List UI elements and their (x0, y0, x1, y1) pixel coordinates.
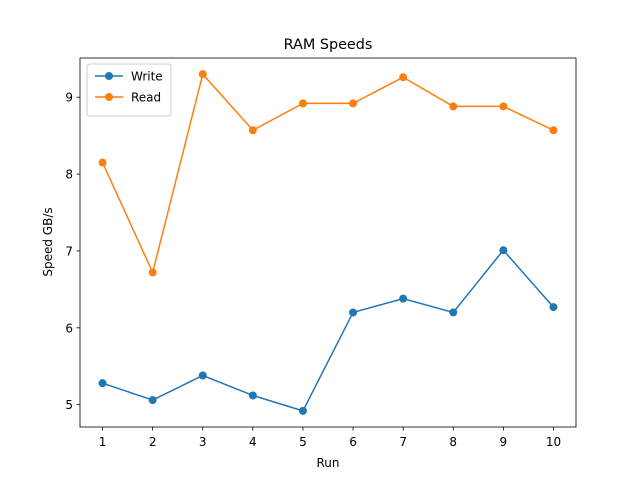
chart-title: RAM Speeds (284, 37, 373, 53)
data-point-read (349, 99, 358, 108)
data-point-write (399, 294, 408, 303)
data-point-write (349, 308, 358, 317)
y-tick-label: 7 (65, 244, 73, 258)
data-point-read (98, 158, 107, 167)
legend: Write Read (86, 63, 172, 117)
data-point-write (298, 406, 307, 415)
data-point-read (248, 126, 257, 135)
legend-marker-read (105, 93, 113, 101)
y-tick-label: 9 (65, 91, 73, 105)
x-tick-label: 5 (299, 435, 307, 449)
y-tick-label: 5 (65, 398, 73, 412)
x-tick-label: 3 (199, 435, 207, 449)
x-tick-label: 2 (149, 435, 157, 449)
y-tick-label: 6 (65, 321, 73, 335)
data-point-read (198, 70, 207, 79)
x-tick-label: 7 (399, 435, 407, 449)
data-point-read (148, 268, 157, 277)
y-axis-label: Speed GB/s (41, 207, 55, 276)
data-point-write (98, 379, 107, 388)
data-point-read (449, 102, 458, 111)
data-point-read (298, 99, 307, 108)
data-point-read (399, 73, 408, 82)
legend-label-write: Write (131, 70, 163, 84)
x-tick-label: 10 (546, 435, 561, 449)
x-axis-label: Run (316, 456, 339, 470)
data-point-write (148, 396, 157, 405)
legend-marker-write (105, 72, 113, 80)
data-point-read (499, 102, 508, 111)
data-point-write (248, 391, 257, 400)
x-tick-label: 4 (249, 435, 257, 449)
plot-area: 1 2 3 4 5 6 7 8 9 10 5 6 7 8 9 (65, 57, 577, 449)
x-tick-label: 8 (449, 435, 457, 449)
series-line-read (101, 73, 555, 274)
y-tick-label: 8 (65, 168, 73, 182)
data-point-write (198, 371, 207, 380)
data-point-read (549, 126, 558, 135)
axes-frame (79, 57, 577, 428)
x-tick-label: 6 (349, 435, 357, 449)
legend-label-read: Read (131, 91, 161, 105)
data-point-write (449, 308, 458, 317)
x-tick-label: 9 (500, 435, 508, 449)
series-line-write (101, 249, 555, 412)
x-tick-label: 1 (99, 435, 107, 449)
data-point-write (549, 303, 558, 312)
data-point-write (499, 246, 508, 255)
